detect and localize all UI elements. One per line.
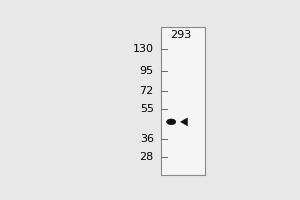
Text: 130: 130	[133, 44, 154, 54]
Text: 72: 72	[140, 86, 154, 96]
Text: 36: 36	[140, 134, 154, 144]
Bar	[161, 27, 205, 175]
Text: 28: 28	[140, 152, 154, 162]
Ellipse shape	[167, 119, 176, 125]
Polygon shape	[181, 118, 188, 126]
Text: 293: 293	[170, 30, 191, 40]
Text: 95: 95	[140, 66, 154, 76]
Text: 55: 55	[140, 104, 154, 114]
